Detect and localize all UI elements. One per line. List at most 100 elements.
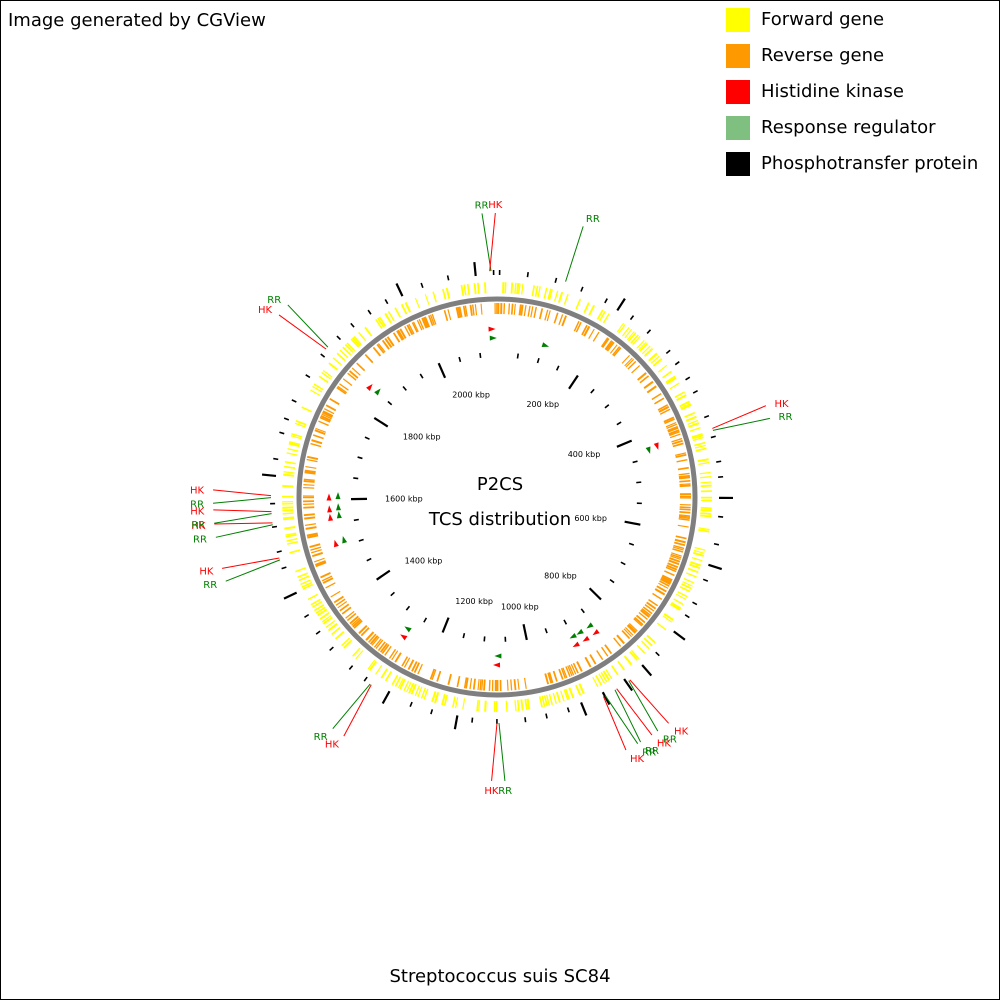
forward-gene-mark	[514, 282, 517, 294]
forward-gene-mark	[679, 400, 691, 408]
forward-gene-mark	[410, 683, 417, 695]
forward-gene-mark	[700, 506, 712, 510]
forward-gene-mark	[617, 660, 626, 671]
forward-gene-mark	[692, 434, 704, 440]
reverse-gene-mark	[376, 343, 385, 354]
response-regulator-label: RR	[314, 732, 328, 743]
phosphotransfer-mark	[692, 601, 698, 606]
phosphotransfer-mark	[261, 473, 277, 478]
forward-gene-mark	[420, 687, 427, 699]
reverse-gene-mark	[552, 670, 558, 682]
reverse-gene-mark	[575, 321, 582, 333]
minor-tick	[353, 477, 359, 480]
forward-gene-mark	[298, 575, 310, 582]
forward-gene-mark	[676, 394, 687, 402]
phosphotransfer-mark	[395, 283, 404, 297]
leader-line	[614, 689, 642, 743]
reverse-gene-mark	[623, 628, 633, 638]
reverse-gene-mark	[311, 549, 322, 554]
response-regulator-marker	[645, 446, 651, 454]
forward-gene-mark	[282, 506, 294, 509]
reverse-gene-mark	[348, 370, 359, 379]
forward-gene-mark	[555, 691, 561, 703]
reverse-gene-mark	[678, 516, 690, 520]
forward-gene-mark	[387, 310, 395, 322]
reverse-gene-mark	[664, 418, 675, 425]
forward-gene-mark	[321, 615, 332, 623]
legend-swatch-phosphotransfer-protein	[726, 152, 750, 176]
forward-gene-mark	[537, 286, 541, 298]
forward-gene-mark	[630, 649, 640, 660]
reverse-gene-mark	[544, 673, 550, 685]
tick-label: 1400 kbp	[405, 556, 443, 565]
minor-tick	[364, 436, 370, 440]
reverse-gene-mark	[589, 654, 597, 665]
reverse-gene-mark	[320, 415, 332, 422]
reverse-gene-mark	[678, 474, 690, 478]
forward-gene-mark	[531, 285, 536, 297]
forward-gene-mark	[285, 533, 297, 538]
phosphotransfer-mark	[692, 390, 698, 394]
reverse-gene-mark	[561, 315, 567, 327]
minor-tick	[632, 460, 638, 464]
major-tick	[624, 520, 641, 526]
forward-gene-mark	[524, 698, 528, 711]
reverse-gene-mark	[677, 466, 689, 471]
forward-gene-mark	[560, 690, 565, 702]
reverse-gene-mark	[314, 429, 326, 435]
reverse-gene-mark	[311, 439, 323, 445]
reverse-gene-mark	[379, 642, 388, 653]
reverse-gene-mark	[678, 518, 690, 521]
legend-swatch-reverse-gene	[726, 44, 750, 68]
reverse-gene-mark	[339, 603, 350, 612]
reverse-gene-mark	[668, 559, 680, 566]
minor-tick	[620, 561, 626, 566]
forward-gene-mark	[283, 517, 295, 521]
phosphotransfer-mark	[420, 282, 424, 289]
reverse-gene-mark	[621, 354, 631, 364]
leader-line	[332, 683, 371, 730]
forward-gene-mark	[638, 341, 647, 351]
reverse-gene-mark	[472, 678, 476, 690]
forward-gene-mark	[462, 698, 466, 710]
forward-gene-mark	[483, 282, 487, 294]
minor-tick	[358, 538, 364, 542]
forward-gene-mark	[697, 458, 709, 463]
forward-gene-mark	[564, 688, 571, 700]
forward-gene-mark	[317, 608, 328, 617]
reverse-gene-mark	[547, 672, 553, 684]
phosphotransfer-mark	[708, 563, 723, 571]
phosphotransfer-mark	[453, 715, 459, 730]
reverse-gene-mark	[660, 577, 672, 584]
forward-gene-mark	[423, 688, 429, 700]
phosphotransfer-mark	[616, 298, 626, 312]
reverse-gene-mark	[462, 305, 467, 317]
reverse-gene-mark	[384, 645, 392, 656]
reverse-gene-mark	[625, 358, 635, 368]
forward-gene-mark	[643, 637, 653, 647]
genome-backbone-ring	[296, 296, 698, 698]
minor-tick	[387, 400, 393, 406]
leader-line	[712, 405, 767, 429]
histidine-kinase-marker	[572, 641, 580, 648]
minor-tick	[479, 352, 482, 359]
forward-gene-mark	[284, 525, 296, 530]
forward-gene-mark	[547, 288, 552, 300]
reverse-gene-mark	[643, 380, 654, 390]
major-tick	[376, 569, 391, 581]
reverse-gene-mark	[421, 317, 428, 329]
forward-gene-mark	[680, 402, 692, 410]
reverse-gene-mark	[321, 575, 333, 582]
response-regulator-marker	[541, 342, 550, 347]
forward-gene-mark	[514, 700, 517, 712]
phosphotransfer-mark	[384, 299, 389, 305]
forward-gene-mark	[283, 473, 295, 477]
response-regulator-marker	[576, 628, 584, 635]
forward-gene-mark	[684, 411, 696, 418]
tick-label: 600 kbp	[574, 514, 607, 523]
reverse-gene-mark	[527, 305, 531, 317]
leader-line	[489, 212, 496, 272]
forward-gene-mark	[318, 375, 329, 384]
reverse-gene-mark	[644, 604, 655, 612]
reverse-gene-mark	[320, 572, 331, 579]
